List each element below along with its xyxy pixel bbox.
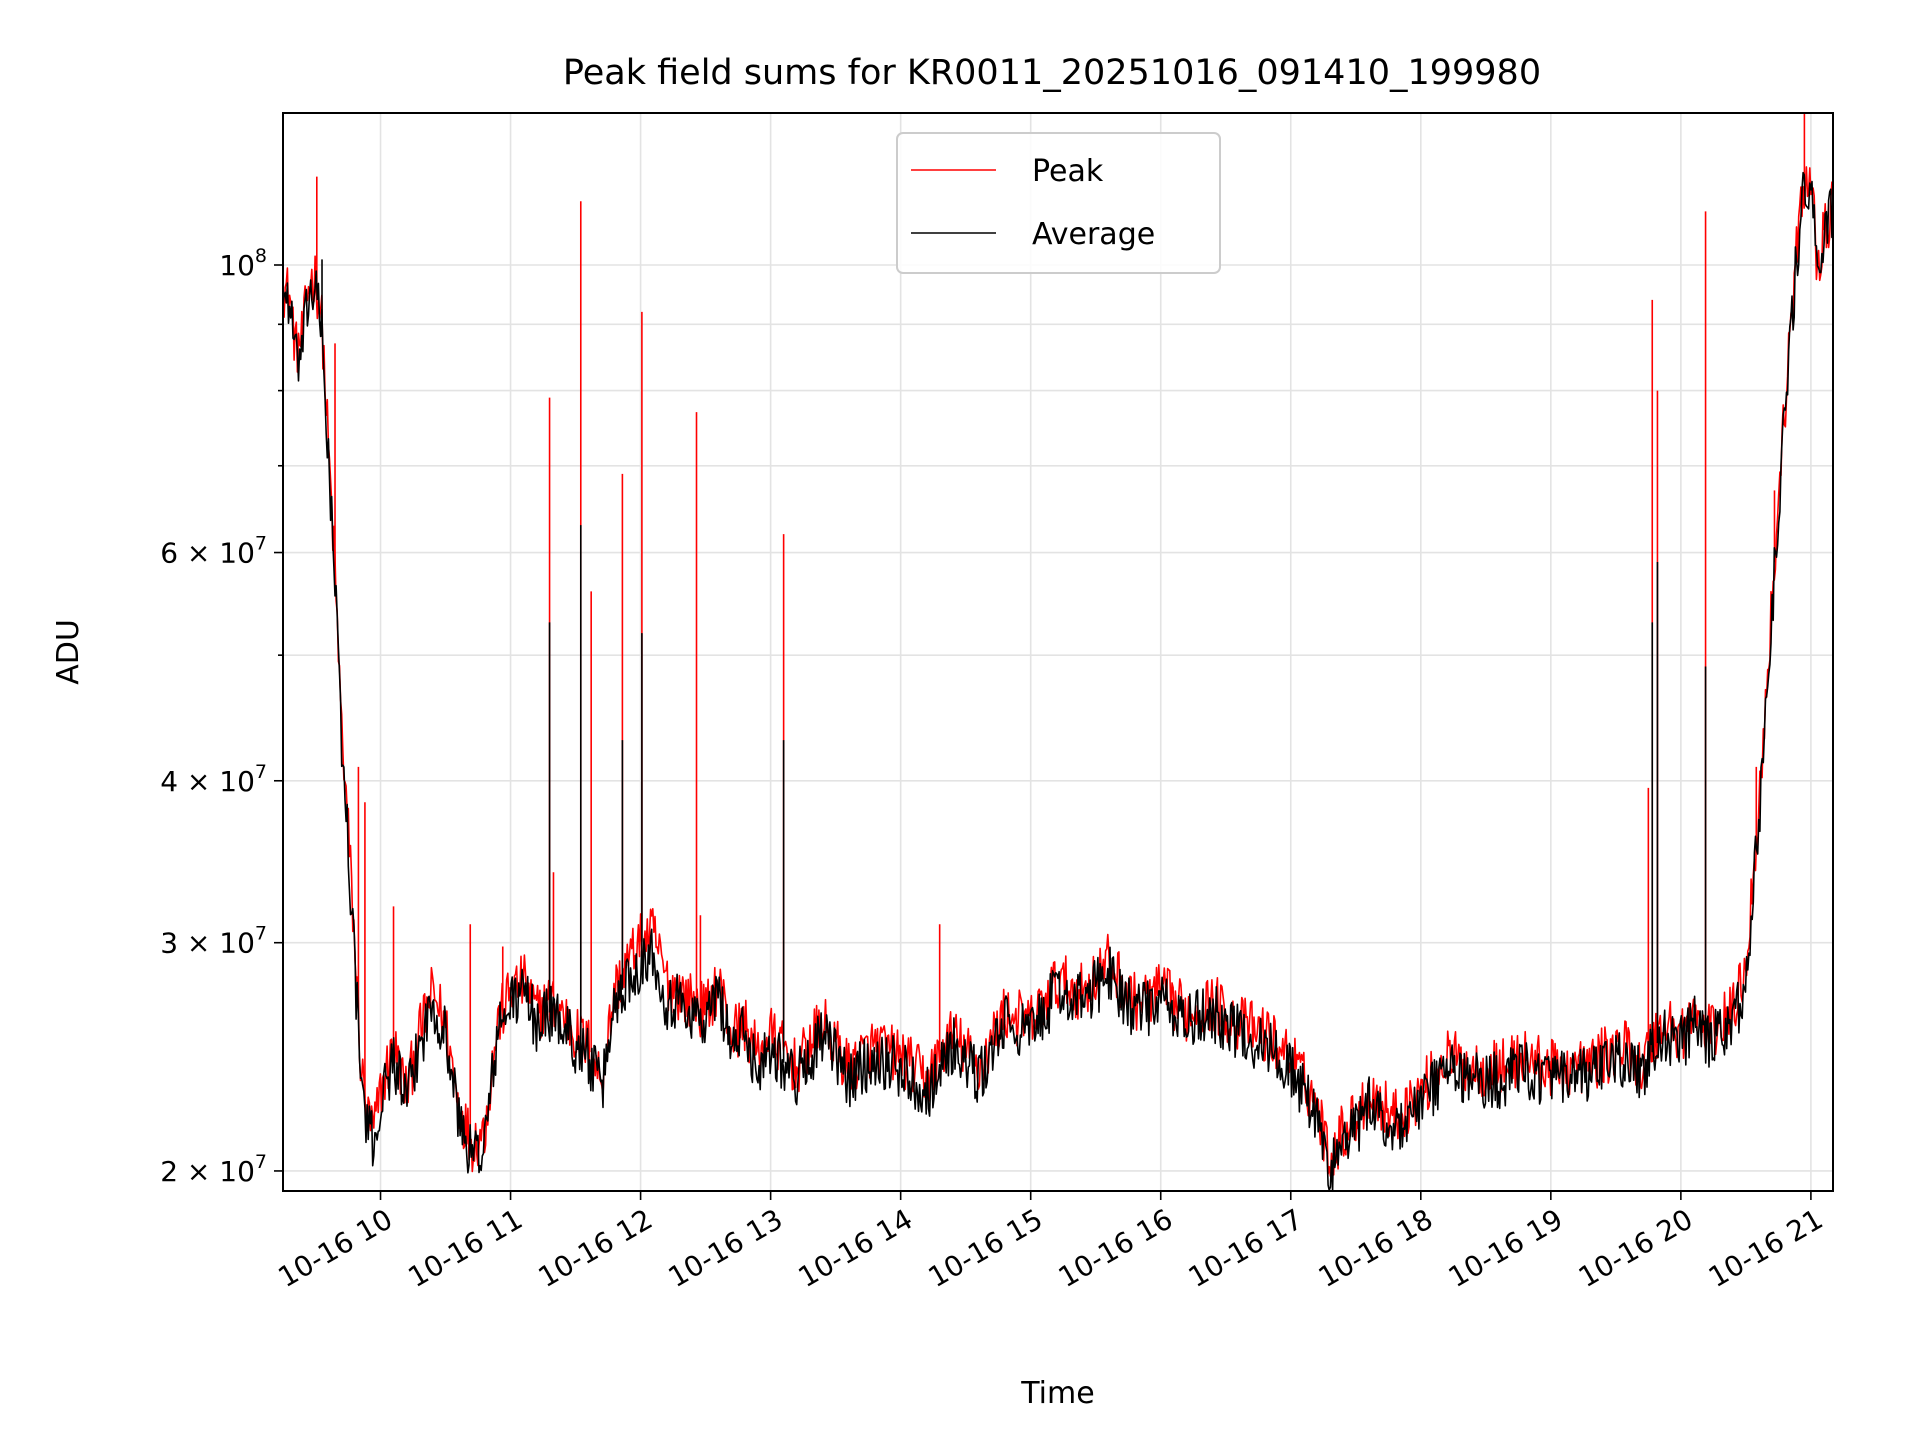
grid <box>283 113 1833 1191</box>
legend: Peak Average <box>896 132 1221 274</box>
y-tick-exponent: 7 <box>255 533 267 555</box>
y-tick-label: 3 × 107 <box>160 923 267 960</box>
y-tick-label: 108 <box>219 245 267 282</box>
y-tick-exponent: 7 <box>255 1151 267 1173</box>
y-tick-mantissa: 4 × 10 <box>160 765 255 798</box>
y-tick-label: 6 × 107 <box>160 533 267 570</box>
chart-title: Peak field sums for KR0011_20251016_0914… <box>563 53 1541 93</box>
plot-frame <box>282 112 1834 1192</box>
series-line-average <box>282 171 1834 1192</box>
plot-series <box>282 113 1834 1192</box>
y-tick-mantissa: 3 × 10 <box>160 927 255 960</box>
y-tick-label: 4 × 107 <box>160 761 267 798</box>
y-tick-mantissa: 2 × 10 <box>160 1155 255 1188</box>
legend-box <box>896 132 1221 274</box>
series-line-peak <box>282 166 1834 1177</box>
x-axis-label: Time <box>1020 1376 1094 1411</box>
y-tick-mantissa: 10 <box>219 249 255 282</box>
y-tick-exponent: 8 <box>255 245 267 267</box>
legend-label-peak: Peak <box>1032 154 1104 189</box>
legend-label-average: Average <box>1032 217 1155 252</box>
y-tick-mantissa: 6 × 10 <box>160 537 255 570</box>
y-tick-label: 2 × 107 <box>160 1151 267 1188</box>
y-tick-exponent: 7 <box>255 923 267 945</box>
y-tick-exponent: 7 <box>255 761 267 783</box>
y-axis-label: ADU <box>51 619 86 685</box>
